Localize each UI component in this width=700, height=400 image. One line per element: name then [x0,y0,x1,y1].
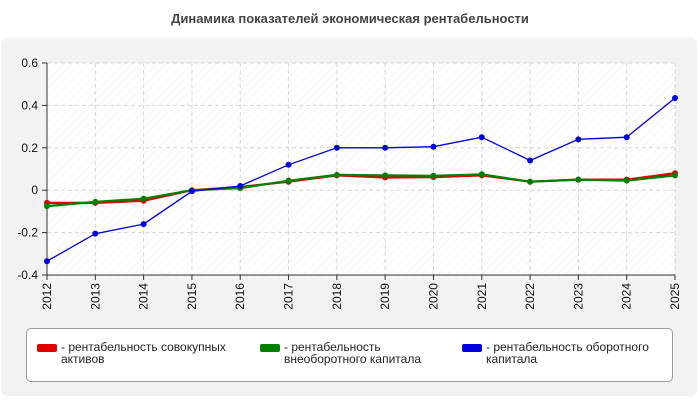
data-point [623,177,630,184]
x-tick-label: 2014 [137,283,151,310]
x-tick-label: 2024 [620,283,634,310]
plot-area [47,63,675,275]
x-tick-label: 2012 [40,283,54,310]
data-point [333,171,340,178]
legend-label: - рентабельность внеоборотного капитала [284,340,421,366]
data-point [478,134,485,141]
y-tick-label: 0.4 [21,98,38,112]
data-point [382,144,389,151]
x-tick-label: 2013 [88,283,102,310]
x-tick-label: 2016 [233,283,247,310]
data-point [527,178,534,185]
series-line-fixed-capital [46,173,676,208]
data-point [430,143,437,150]
data-point [285,161,292,168]
data-point [672,172,678,179]
axes [42,62,676,280]
legend-label: - рентабельность совокупных активов [61,340,226,366]
x-tick-label: 2017 [282,283,296,310]
grid-lines [46,62,676,276]
data-point [92,198,99,205]
y-tick-label: -0.4 [17,268,38,282]
data-point [478,171,485,178]
y-tick-label: 0.2 [21,141,38,155]
data-point [44,203,50,210]
x-tick-label: 2019 [378,283,392,310]
y-tick-label: 0 [31,183,38,197]
x-tick-label: 2018 [330,283,344,310]
y-tick-label: 0.6 [21,56,38,70]
x-tick-label: 2023 [571,283,585,310]
data-point [623,134,630,141]
data-point [140,195,147,202]
series-line-working-capital [46,97,676,262]
data-point [575,136,582,143]
data-point [382,172,389,179]
data-point [92,230,99,237]
data-point [140,221,147,228]
x-tick-label: 2015 [185,283,199,310]
x-tick-label: 2020 [426,283,440,310]
x-tick-label: 2025 [668,283,682,310]
legend-label: - рентабельность оборотного капитала [486,340,649,366]
legend-swatch-blue [462,344,482,352]
data-point [44,258,50,265]
x-tick-label: 2022 [523,283,537,310]
data-point [237,182,244,189]
legend-swatch-green [260,344,280,352]
data-point [333,144,340,151]
series-lines [44,94,678,265]
y-tick-label: -0.2 [17,226,38,240]
x-tick-label: 2021 [475,283,489,310]
data-point [672,94,678,101]
chart-title: Динамика показателей экономическая рента… [171,11,529,26]
legend: - рентабельность совокупных активов - ре… [26,328,673,382]
data-point [188,188,195,195]
data-point [527,157,534,164]
legend-swatch-red [37,344,57,352]
data-point [285,177,292,184]
data-point [430,172,437,179]
data-point [575,176,582,183]
